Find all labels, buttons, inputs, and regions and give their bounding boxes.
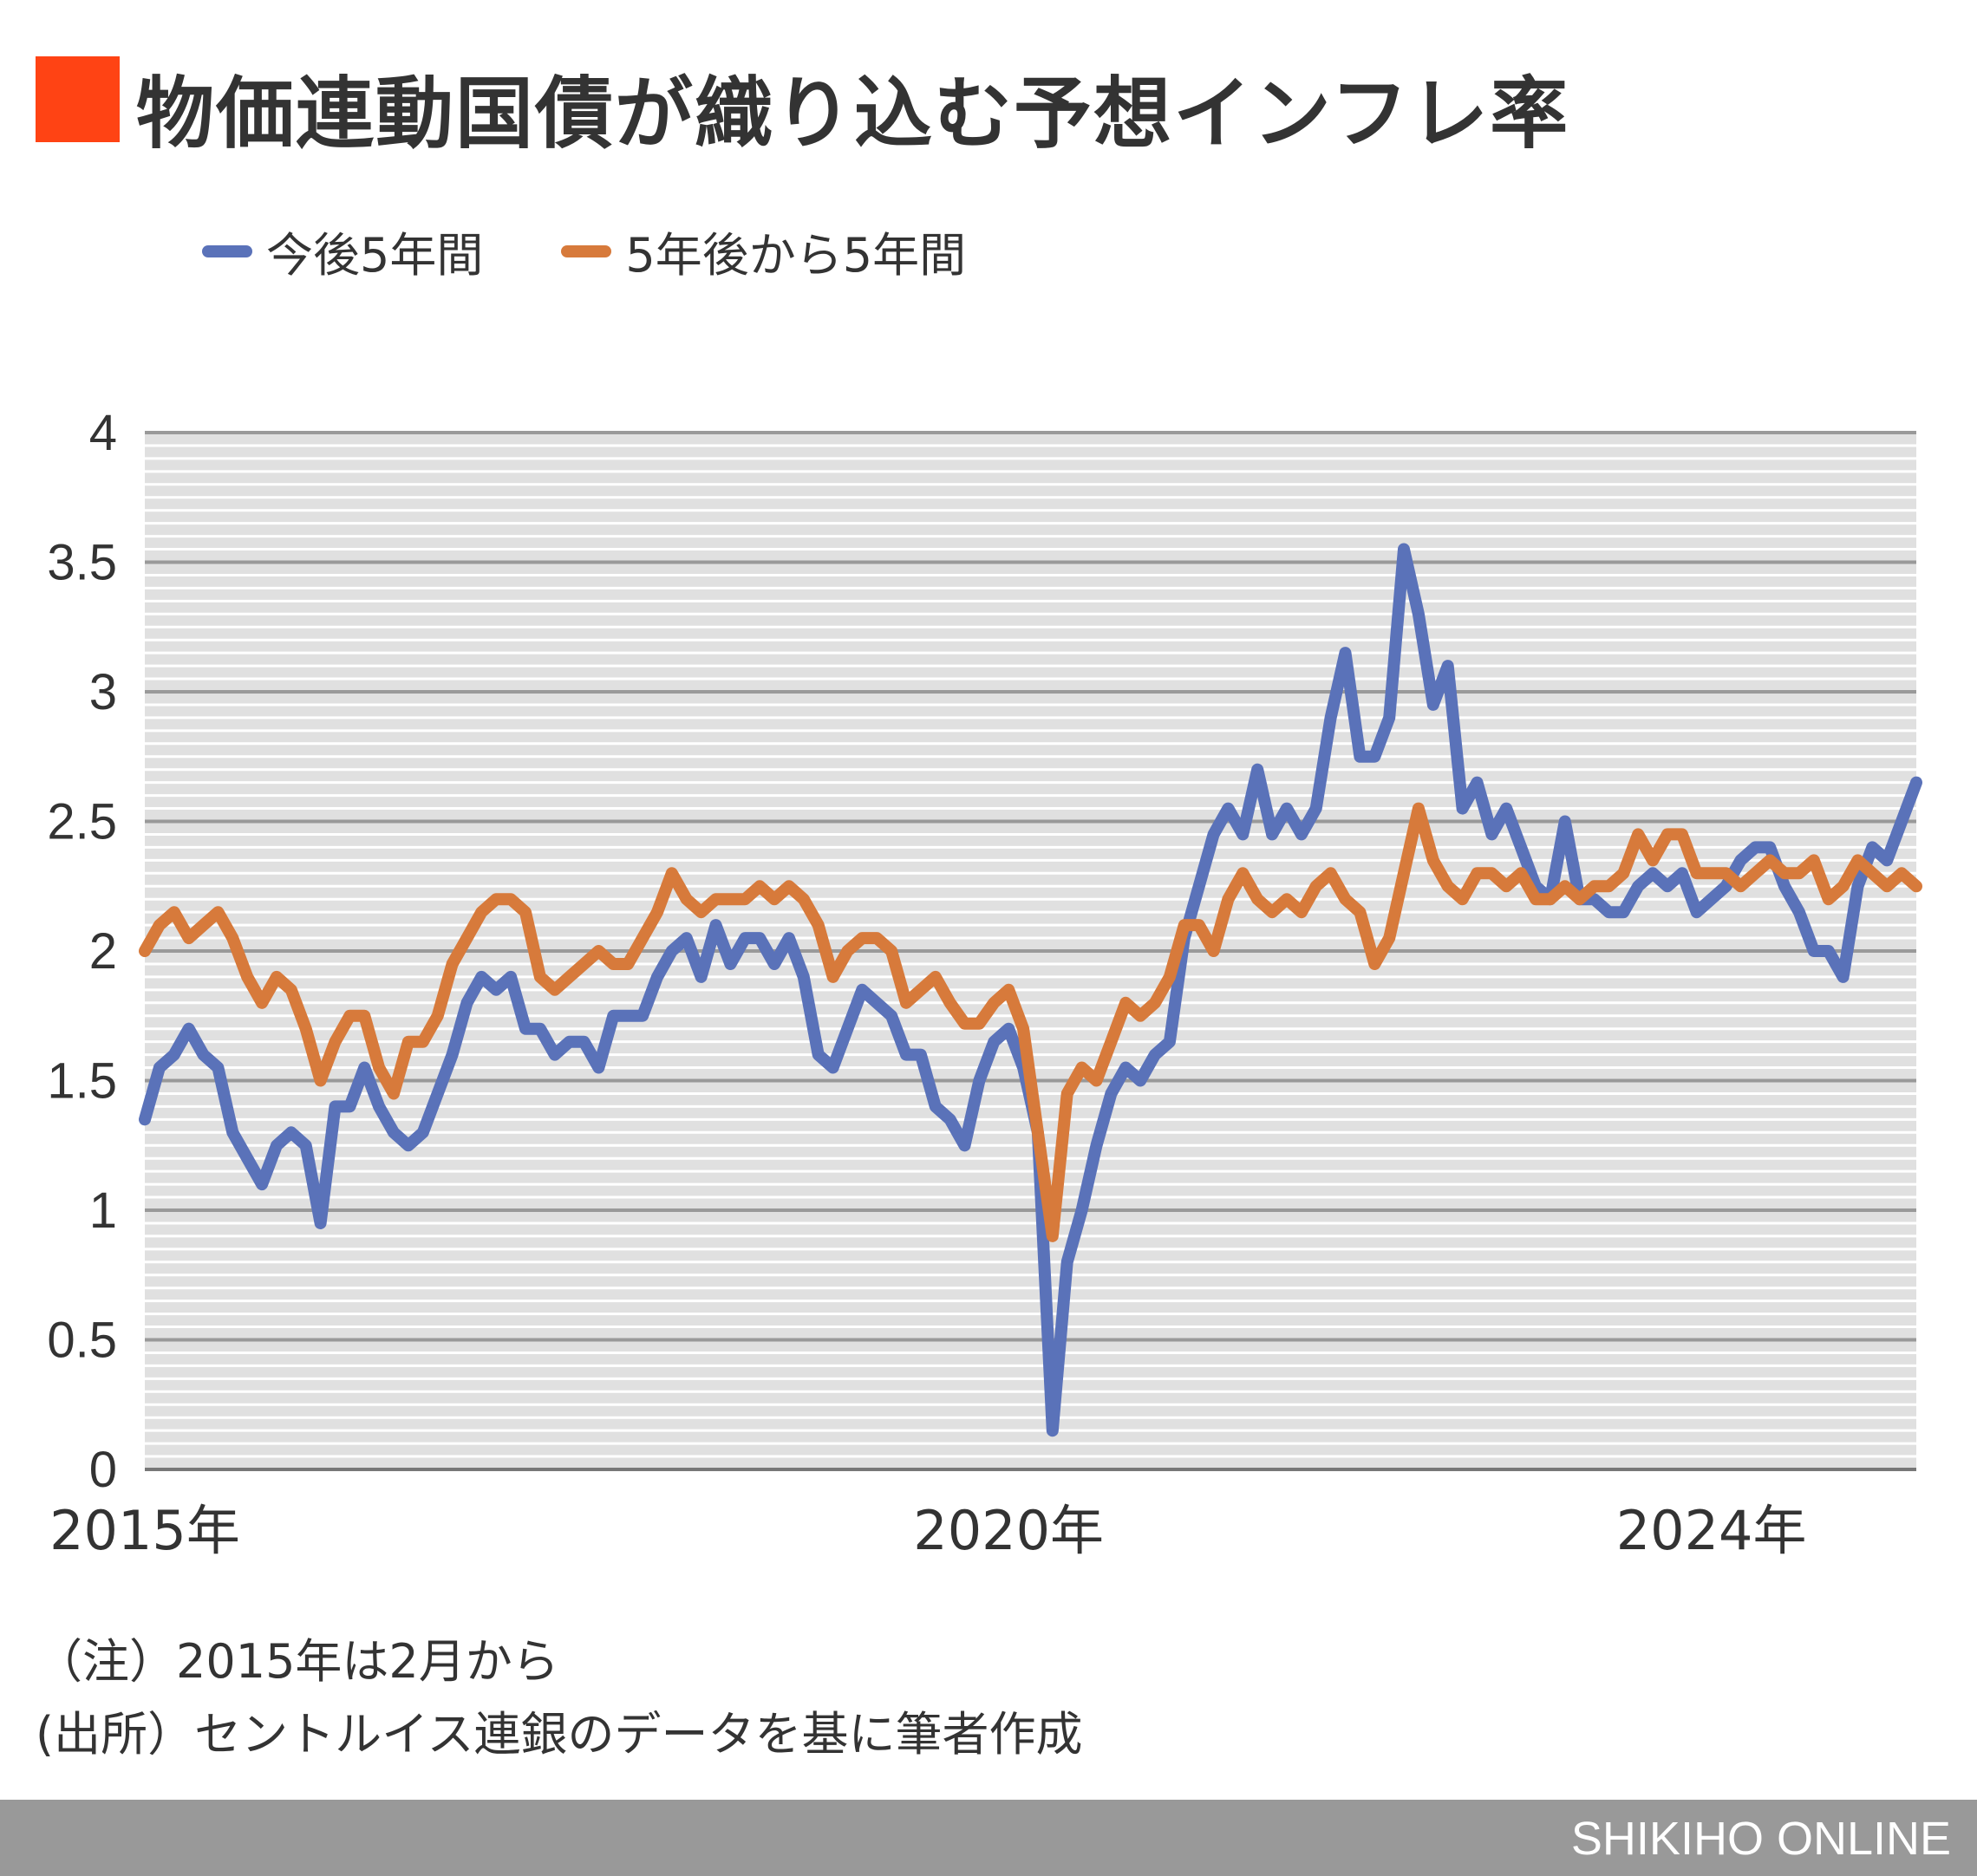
series-line-2 — [139, 802, 1922, 1242]
x-tick-label: 2020年 — [913, 1499, 1104, 1562]
y-tick-label: 0 — [89, 1442, 117, 1498]
y-tick-label: 0.5 — [47, 1313, 117, 1369]
legend-item-series-2: 5年後から5年間 — [561, 217, 966, 285]
y-tick-label: 1.5 — [47, 1053, 117, 1110]
y-tick-label: 3.5 — [47, 535, 117, 591]
y-tick-label: 3 — [89, 664, 117, 720]
brand-logo-text: SHIKIHO ONLINE — [1570, 1813, 1951, 1865]
chart-source: (出所）セントルイス連銀のデータを基に筆者作成 — [36, 1707, 1083, 1762]
y-tick-label: 2.5 — [47, 794, 117, 850]
legend-label: 5年後から5年間 — [625, 228, 967, 283]
legend: 今後5年間 5年後から5年間 — [202, 217, 1044, 285]
x-tick-label: 2024年 — [1616, 1499, 1807, 1562]
y-tick-label: 4 — [89, 405, 117, 461]
legend-swatch — [202, 244, 252, 257]
footer-bar: SHIKIHO ONLINE — [0, 1800, 1977, 1876]
x-tick-label: 2015年 — [49, 1499, 240, 1562]
legend-swatch — [561, 244, 612, 257]
chart-note: （注）2015年は2月から — [36, 1634, 559, 1689]
legend-item-series-1: 今後5年間 — [202, 217, 483, 285]
title-marker — [36, 56, 120, 142]
y-tick-label: 1 — [89, 1182, 117, 1239]
chart-title: 物価連動国債が織り込む予想インフレ率 — [136, 68, 1570, 160]
y-tick-label: 2 — [89, 923, 117, 980]
legend-label: 今後5年間 — [266, 228, 484, 283]
